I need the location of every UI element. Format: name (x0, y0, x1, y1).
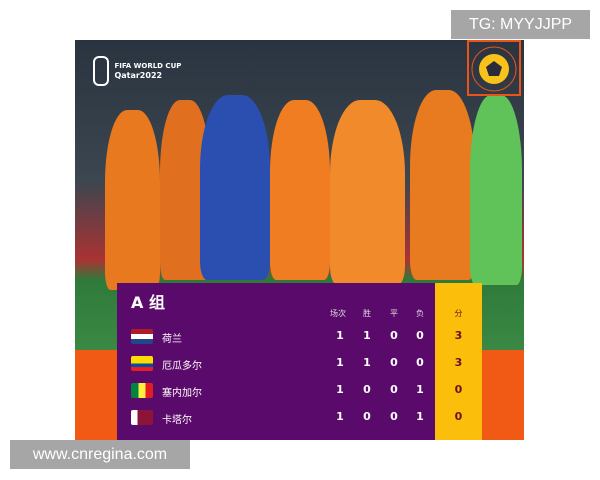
played: 1 (336, 410, 344, 423)
pentagon-icon (471, 46, 517, 92)
ecuador-flag (131, 356, 153, 371)
points: 3 (454, 329, 463, 342)
points: 3 (454, 356, 463, 369)
group-title: A 组 (131, 293, 165, 312)
logo-text: FIFA WORLD CUP (114, 61, 182, 70)
won: 0 (363, 383, 371, 396)
won: 0 (363, 410, 371, 423)
watermark: www.cnregina.com (10, 440, 190, 469)
played: 1 (336, 329, 344, 342)
qatar-flag (131, 410, 153, 425)
team-name: 厄瓜多尔 (162, 361, 202, 372)
played: 1 (336, 356, 344, 369)
standings-table: A 组 场次 胜 平 负 荷兰 1 1 0 0 厄瓜多尔 1 1 0 0 塞内加… (117, 283, 435, 440)
header-played: 场次 (330, 309, 346, 318)
badge-button[interactable] (467, 40, 521, 96)
points: 0 (454, 410, 463, 423)
team-name: 卡塔尔 (162, 415, 192, 426)
netherlands-flag (131, 329, 153, 344)
senegal-flag (131, 383, 153, 398)
lost: 1 (416, 383, 424, 396)
drawn: 0 (390, 356, 398, 369)
drawn: 0 (390, 410, 398, 423)
team-photo (75, 40, 524, 440)
team-name: 荷兰 (162, 334, 182, 345)
header-lost: 负 (416, 309, 424, 318)
table-row: 荷兰 1 1 0 0 (117, 326, 435, 348)
points-column: 分 3 3 0 0 (435, 283, 482, 440)
header-points: 分 (454, 309, 463, 318)
table-row: 厄瓜多尔 1 1 0 0 (117, 353, 435, 375)
played: 1 (336, 383, 344, 396)
fifa-world-cup-logo: FIFA WORLD CUP Qatar2022 (93, 56, 181, 86)
decor-band-right (482, 350, 524, 440)
drawn: 0 (390, 329, 398, 342)
lost: 0 (416, 329, 424, 342)
table-row: 塞内加尔 1 0 0 1 (117, 380, 435, 402)
won: 1 (363, 356, 371, 369)
header-drawn: 平 (390, 309, 398, 318)
overlay-tag: TG: MYYJJPP (451, 10, 590, 39)
points: 0 (454, 383, 463, 396)
header-won: 胜 (363, 309, 371, 318)
won: 1 (363, 329, 371, 342)
decor-band-left (75, 350, 117, 440)
table-row: 卡塔尔 1 0 0 1 (117, 407, 435, 429)
logo-subtext: Qatar2022 (114, 70, 163, 80)
drawn: 0 (390, 383, 398, 396)
lost: 1 (416, 410, 424, 423)
trophy-icon (93, 56, 109, 86)
team-name: 塞内加尔 (162, 388, 202, 399)
lost: 0 (416, 356, 424, 369)
